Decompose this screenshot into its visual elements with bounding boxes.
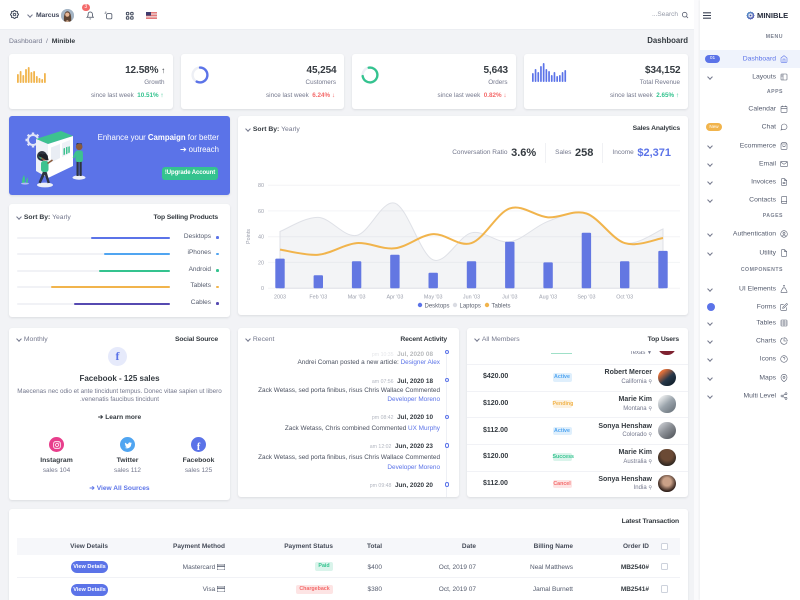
svg-text:Jul '03: Jul '03 (502, 294, 517, 300)
svg-text:Mar '03: Mar '03 (348, 294, 366, 300)
svg-text:Oct '03: Oct '03 (616, 294, 633, 300)
svg-text:Desktops: Desktops (425, 303, 450, 309)
svg-text:Apr '03: Apr '03 (386, 294, 403, 300)
svg-text:Laptops: Laptops (460, 303, 481, 309)
svg-text:Points: Points (246, 228, 252, 243)
svg-text:Sep '03: Sep '03 (577, 294, 595, 300)
svg-text:60: 60 (258, 208, 264, 214)
svg-text:40: 40 (258, 234, 264, 240)
svg-text:Jun '03: Jun '03 (463, 294, 480, 300)
svg-text:2003: 2003 (274, 294, 286, 300)
svg-text:Aug '03: Aug '03 (539, 294, 557, 300)
svg-text:20: 20 (258, 260, 264, 266)
svg-text:80: 80 (258, 183, 264, 189)
svg-text:May '03: May '03 (424, 294, 443, 300)
svg-text:Tablets: Tablets (492, 303, 511, 309)
svg-text:0: 0 (261, 286, 264, 292)
svg-text:Feb '03: Feb '03 (309, 294, 327, 300)
